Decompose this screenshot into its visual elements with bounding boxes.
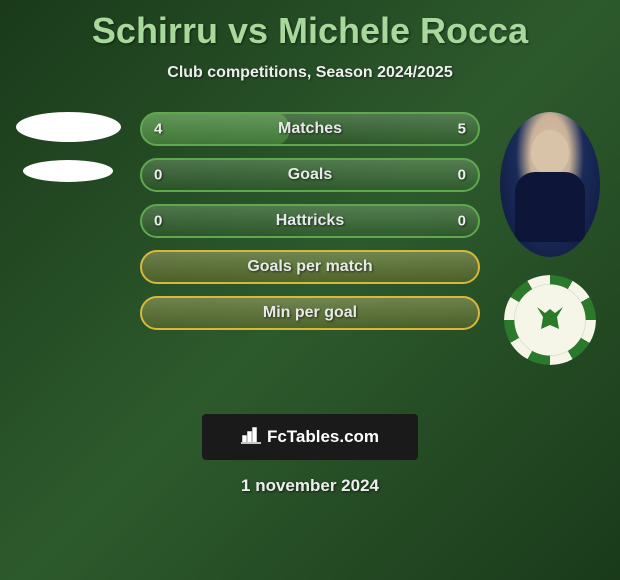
right-club-badge-icon (504, 275, 596, 365)
stat-right-value: 0 (458, 167, 466, 184)
stat-right-value: 0 (458, 213, 466, 230)
stat-row-matches: 4 Matches 5 (140, 112, 480, 146)
stat-row-goals: 0 Goals 0 (140, 158, 480, 192)
stat-left-value: 0 (154, 213, 162, 230)
left-player-placeholder-icon (16, 112, 121, 142)
stat-label: Hattricks (276, 212, 344, 230)
left-player-area (8, 112, 128, 200)
stat-label: Goals per match (247, 258, 372, 276)
brand-text: FcTables.com (267, 427, 379, 447)
stat-bar: Goals per match (140, 250, 480, 284)
stat-bar: Min per goal (140, 296, 480, 330)
brand-footer[interactable]: FcTables.com (202, 414, 418, 460)
left-club-placeholder-icon (23, 160, 113, 182)
chart-icon (241, 426, 261, 449)
stat-bar: 0 Goals 0 (140, 158, 480, 192)
right-player-photo (500, 112, 600, 257)
stat-left-value: 0 (154, 167, 162, 184)
page-title: Schirru vs Michele Rocca (0, 0, 620, 52)
stat-label: Goals (288, 166, 332, 184)
stat-label: Matches (278, 120, 342, 138)
subtitle: Club competitions, Season 2024/2025 (0, 64, 620, 82)
stat-row-min-per-goal: Min per goal (140, 296, 480, 330)
stat-label: Min per goal (263, 304, 357, 322)
stat-bar: 0 Hattricks 0 (140, 204, 480, 238)
comparison-content: 4 Matches 5 0 Goals 0 0 Hattricks 0 Goal… (0, 112, 620, 392)
date-label: 1 november 2024 (0, 476, 620, 496)
right-player-area (490, 112, 610, 365)
stat-right-value: 5 (458, 121, 466, 138)
stat-row-hattricks: 0 Hattricks 0 (140, 204, 480, 238)
stat-bar: 4 Matches 5 (140, 112, 480, 146)
wolf-icon (529, 299, 571, 341)
stat-bars: 4 Matches 5 0 Goals 0 0 Hattricks 0 Goal… (140, 112, 480, 342)
stat-row-goals-per-match: Goals per match (140, 250, 480, 284)
stat-left-value: 4 (154, 121, 162, 138)
